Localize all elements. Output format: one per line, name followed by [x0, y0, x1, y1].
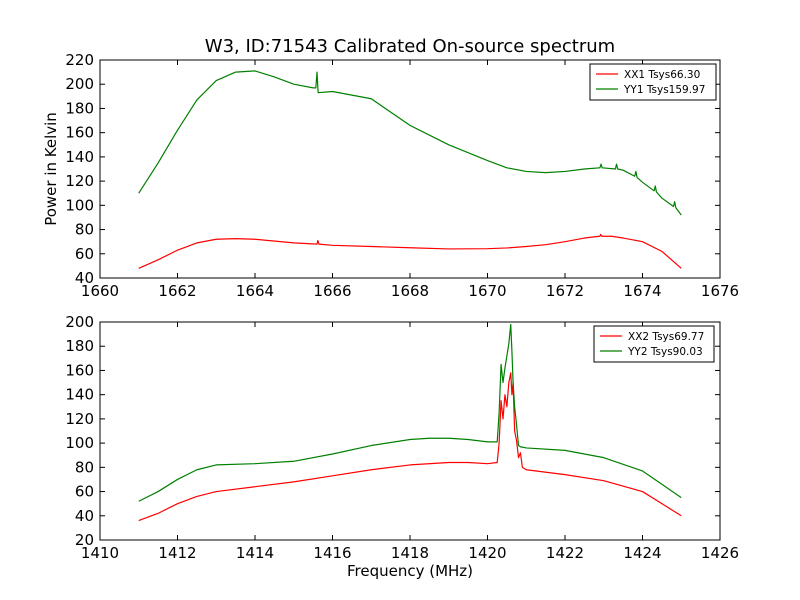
- y-tick-label: 200: [65, 75, 94, 93]
- x-tick-label: 1660: [81, 282, 119, 300]
- top-spectrum-plot: 1660 1662 1664 1666 1668 1670 1672 1674 1676 40 60…: [42, 36, 739, 300]
- legend-box: [589, 63, 717, 101]
- series-line-xx: [138, 233, 682, 269]
- y-tick-label: 120: [65, 410, 94, 428]
- x-tick-label: 1426: [701, 544, 739, 562]
- legend: XX1 Tsys66.30 YY1 Tsys159.97: [589, 63, 717, 101]
- y-axis-label: Power in Kelvin: [42, 112, 60, 226]
- x-tick-label: 1670: [468, 282, 506, 300]
- x-tick-label: 1418: [391, 544, 429, 562]
- y-tick-label: 100: [65, 434, 94, 452]
- series-group: [138, 323, 682, 522]
- legend-box: [593, 325, 715, 363]
- x-tick-label: 1422: [546, 544, 584, 562]
- y-tick-label: 80: [75, 458, 94, 476]
- x-tick-label: 1672: [546, 282, 584, 300]
- y-tick-label: 220: [65, 51, 94, 69]
- y-tick-label: 140: [65, 148, 94, 166]
- x-tick-label: 1664: [236, 282, 274, 300]
- y-tick-label: 60: [75, 483, 94, 501]
- y-tick-label: 160: [65, 361, 94, 379]
- x-tick-label: 1410: [81, 544, 119, 562]
- legend-label: XX1 Tsys66.30: [624, 69, 700, 81]
- y-tick-label: 20: [75, 531, 94, 549]
- x-tick-label: 1414: [236, 544, 274, 562]
- x-tick-label: 1662: [158, 282, 196, 300]
- y-tick-label: 40: [75, 269, 94, 287]
- x-tick-label: 1424: [623, 544, 661, 562]
- y-tick-label: 140: [65, 386, 94, 404]
- series-line-xx: [138, 372, 682, 522]
- legend-label: XX2 Tsys69.77: [628, 331, 704, 343]
- y-tick-label: 200: [65, 313, 94, 331]
- x-tick-label: 1666: [313, 282, 351, 300]
- y-tick-label: 120: [65, 172, 94, 190]
- x-tick-label: 1420: [468, 544, 506, 562]
- legend: XX2 Tsys69.77 YY2 Tsys90.03: [593, 325, 715, 363]
- x-tick-label: 1668: [391, 282, 429, 300]
- series-line-yy: [138, 70, 682, 216]
- x-tick-label: 1676: [701, 282, 739, 300]
- series-line-yy: [138, 323, 682, 502]
- y-tick-label: 40: [75, 507, 94, 525]
- y-tick-label: 180: [65, 99, 94, 117]
- y-tick-label: 100: [65, 196, 94, 214]
- legend-label: YY2 Tsys90.03: [627, 346, 703, 358]
- y-tick-label: 180: [65, 337, 94, 355]
- y-tick-label: 160: [65, 124, 94, 142]
- x-axis-label: Frequency (MHz): [347, 562, 473, 580]
- y-tick-label: 60: [75, 245, 94, 263]
- bottom-spectrum-plot: 1410 1412 1414 1416 1418 1420 1422 1424 1426 20 40…: [65, 313, 739, 580]
- chart-title: W3, ID:71543 Calibrated On-source spectr…: [205, 36, 615, 57]
- x-tick-label: 1416: [313, 544, 351, 562]
- series-group: [138, 70, 682, 269]
- y-tick-label: 80: [75, 221, 94, 239]
- legend-label: YY1 Tsys159.97: [623, 84, 705, 96]
- x-tick-label: 1674: [623, 282, 661, 300]
- x-tick-label: 1412: [158, 544, 196, 562]
